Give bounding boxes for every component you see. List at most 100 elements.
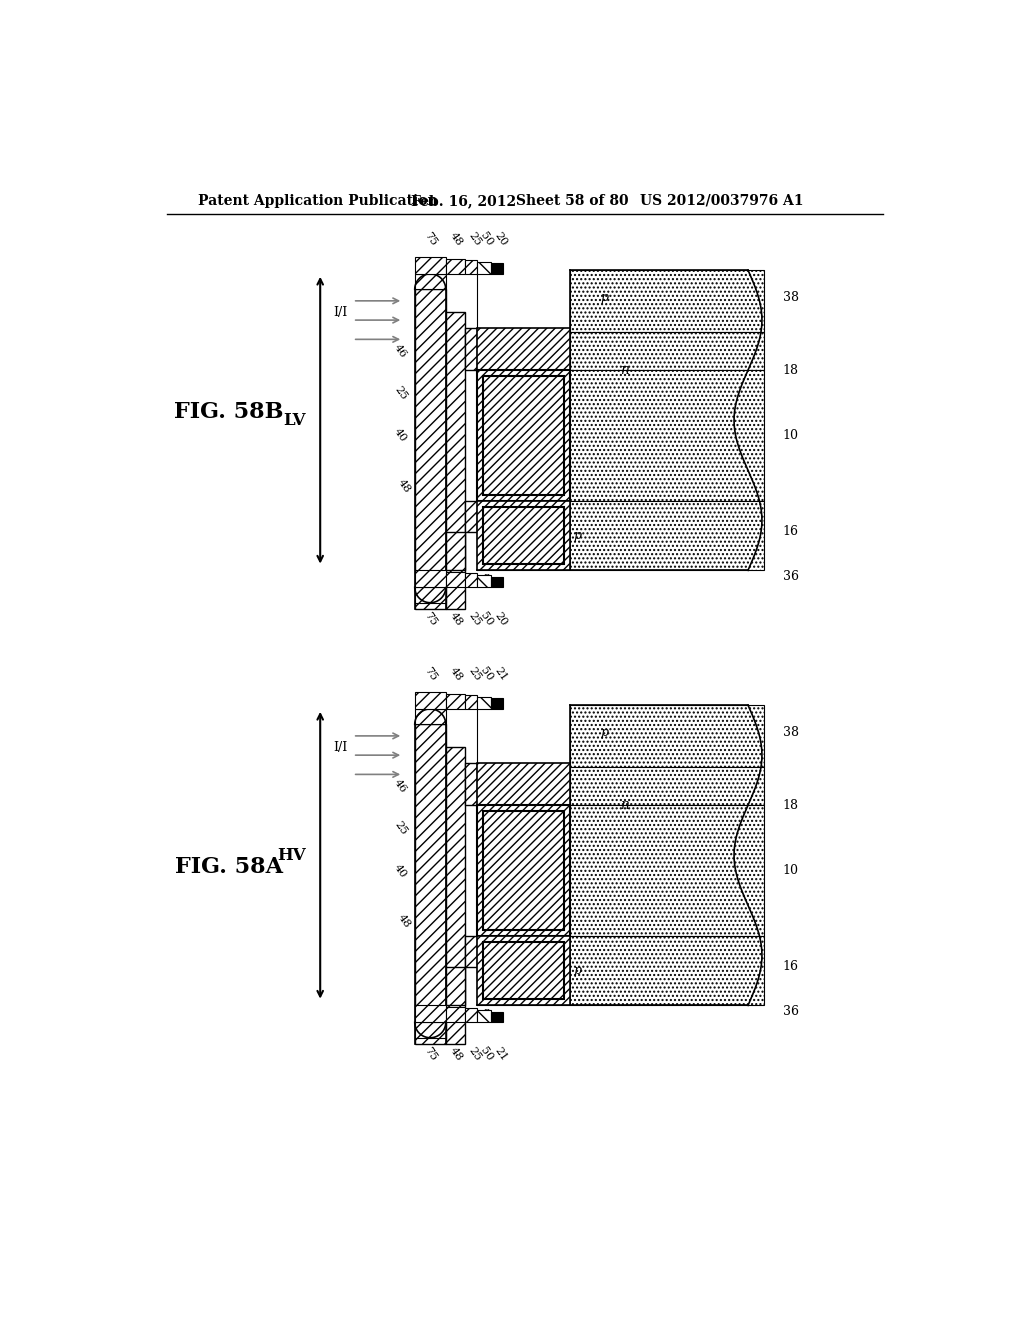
Bar xyxy=(477,936,764,1006)
Text: US 2012/0037976 A1: US 2012/0037976 A1 xyxy=(640,194,803,207)
Bar xyxy=(477,936,569,1006)
Bar xyxy=(415,257,445,275)
Bar xyxy=(445,259,465,275)
Text: 50: 50 xyxy=(478,230,495,248)
Bar xyxy=(465,696,477,709)
Bar xyxy=(465,763,477,805)
Text: n: n xyxy=(620,363,629,378)
Text: p: p xyxy=(573,529,582,543)
Text: HV: HV xyxy=(278,846,306,863)
Text: 25: 25 xyxy=(467,230,483,248)
Text: 10: 10 xyxy=(783,429,799,442)
Bar xyxy=(445,313,465,609)
Bar xyxy=(415,692,445,709)
Text: LV: LV xyxy=(284,412,306,429)
Text: Feb. 16, 2012: Feb. 16, 2012 xyxy=(411,194,516,207)
Text: 38: 38 xyxy=(783,726,799,739)
Bar xyxy=(445,1007,465,1022)
Text: 75: 75 xyxy=(423,665,439,682)
Bar xyxy=(490,263,503,275)
Bar xyxy=(477,1010,490,1022)
Bar xyxy=(445,966,465,1006)
Text: I/I: I/I xyxy=(333,741,347,754)
Bar xyxy=(477,576,490,587)
Bar xyxy=(415,289,445,609)
Text: 18: 18 xyxy=(783,799,799,812)
Text: 20: 20 xyxy=(493,610,509,628)
Bar xyxy=(569,331,764,370)
Bar xyxy=(465,573,477,587)
Bar xyxy=(445,693,465,709)
Text: n: n xyxy=(483,1007,489,1016)
Bar xyxy=(465,502,477,532)
Bar xyxy=(477,261,490,275)
Text: 25: 25 xyxy=(392,820,409,837)
Text: 75: 75 xyxy=(423,231,439,248)
Bar xyxy=(477,370,764,502)
Text: 25: 25 xyxy=(467,610,483,628)
Text: 20: 20 xyxy=(493,230,509,248)
Bar xyxy=(415,1022,445,1038)
Bar xyxy=(415,709,445,725)
Bar xyxy=(477,805,569,936)
Bar xyxy=(477,805,764,936)
Bar xyxy=(569,705,764,767)
Text: Sheet 58 of 80: Sheet 58 of 80 xyxy=(515,194,628,207)
Bar xyxy=(483,942,563,999)
Bar xyxy=(569,271,764,331)
Text: 36: 36 xyxy=(783,570,799,583)
Bar xyxy=(477,370,569,502)
Text: 48: 48 xyxy=(449,1045,465,1063)
Bar xyxy=(445,572,465,587)
Text: 75: 75 xyxy=(423,1045,439,1063)
Bar xyxy=(415,725,445,1044)
Text: 48: 48 xyxy=(449,230,465,248)
Text: 25: 25 xyxy=(467,1045,483,1063)
Bar xyxy=(477,502,569,570)
Text: 40: 40 xyxy=(392,426,409,445)
Text: 40: 40 xyxy=(392,862,409,879)
Bar xyxy=(569,767,764,805)
Text: n: n xyxy=(483,572,489,581)
Bar xyxy=(490,698,503,709)
Bar xyxy=(477,502,764,570)
Text: 46: 46 xyxy=(392,342,409,359)
Bar xyxy=(465,936,477,966)
Text: 46: 46 xyxy=(392,777,409,795)
Text: FIG. 58B: FIG. 58B xyxy=(174,401,284,424)
Text: FIG. 58A: FIG. 58A xyxy=(175,855,283,878)
Bar xyxy=(490,1011,503,1022)
Bar xyxy=(465,327,477,370)
Text: 48: 48 xyxy=(396,477,413,495)
Text: 48: 48 xyxy=(449,610,465,628)
Text: p: p xyxy=(601,290,608,304)
Bar xyxy=(477,763,569,805)
Text: 21: 21 xyxy=(493,665,509,682)
Bar xyxy=(477,697,490,709)
Text: 18: 18 xyxy=(783,363,799,376)
Bar xyxy=(415,1006,445,1022)
Text: 48: 48 xyxy=(396,912,413,929)
Text: 16: 16 xyxy=(783,525,799,539)
Bar xyxy=(415,275,445,289)
Text: Patent Application Publication: Patent Application Publication xyxy=(198,194,437,207)
Text: 38: 38 xyxy=(783,290,799,304)
Text: 50: 50 xyxy=(478,1045,495,1063)
Bar xyxy=(465,1008,477,1022)
Text: 36: 36 xyxy=(783,1005,799,1018)
Text: p: p xyxy=(573,964,582,977)
Bar xyxy=(445,532,465,570)
Text: n: n xyxy=(620,799,629,812)
Text: 50: 50 xyxy=(478,610,495,628)
Bar xyxy=(483,507,563,564)
Text: 50: 50 xyxy=(478,665,495,682)
Bar xyxy=(483,376,563,495)
Text: 25: 25 xyxy=(467,665,483,682)
Text: 16: 16 xyxy=(783,961,799,973)
Text: I/I: I/I xyxy=(333,306,347,319)
Bar xyxy=(445,747,465,1044)
Bar xyxy=(483,812,563,929)
Text: p: p xyxy=(601,726,608,739)
Text: 10: 10 xyxy=(783,865,799,878)
Bar xyxy=(415,570,445,587)
